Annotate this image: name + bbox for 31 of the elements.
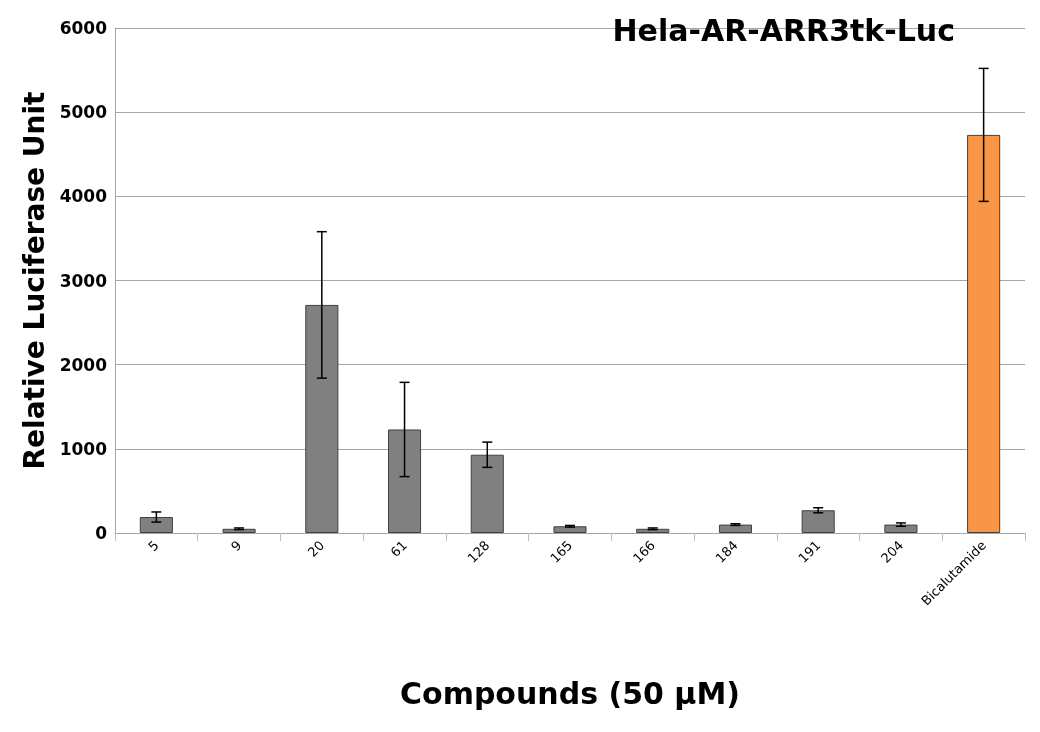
bar bbox=[718, 524, 752, 533]
bar bbox=[967, 134, 1001, 533]
x-tick-label: 165 bbox=[547, 537, 576, 566]
bar bbox=[388, 429, 422, 533]
bar bbox=[636, 528, 670, 533]
bar bbox=[884, 524, 918, 533]
y-tick-label: 1000 bbox=[59, 438, 108, 459]
chart-title: Hela-AR-ARR3tk-Luc bbox=[612, 12, 955, 48]
x-axis-title: Compounds (50 μM) bbox=[399, 675, 741, 711]
y-axis-title: Relative Luciferase Unit bbox=[18, 91, 52, 470]
y-tick-label: 4000 bbox=[59, 186, 108, 207]
x-tick-label: 166 bbox=[629, 537, 659, 566]
y-tick-label: 2000 bbox=[59, 354, 108, 375]
x-tick-label: 5 bbox=[145, 537, 162, 555]
y-tick-label: 6000 bbox=[59, 18, 108, 38]
x-tick-label: 20 bbox=[304, 537, 328, 560]
y-tick-label: 0 bbox=[95, 523, 108, 543]
bar bbox=[305, 304, 339, 533]
y-tick-label: 5000 bbox=[59, 102, 108, 123]
x-tick-label: 204 bbox=[878, 537, 907, 566]
bar bbox=[553, 526, 587, 533]
x-tick-label: 184 bbox=[712, 537, 741, 566]
bar bbox=[470, 454, 504, 533]
x-tick-label: 191 bbox=[795, 537, 824, 566]
x-tick-label: 128 bbox=[464, 537, 493, 566]
bar bbox=[222, 528, 256, 533]
x-tick-label: 9 bbox=[227, 537, 245, 555]
bar bbox=[801, 510, 835, 533]
bar bbox=[139, 517, 173, 533]
x-tick-label: 61 bbox=[387, 537, 410, 560]
y-tick-label: 3000 bbox=[59, 270, 108, 291]
